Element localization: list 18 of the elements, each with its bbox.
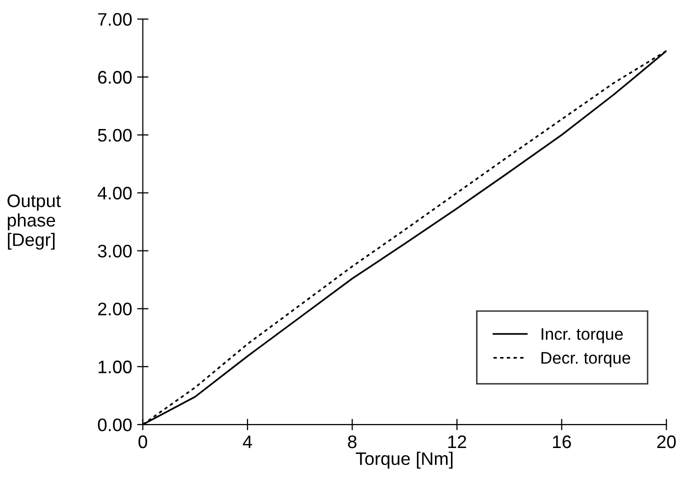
y-tick-label: 7.00: [98, 13, 132, 26]
x-tick-label: 4: [242, 436, 252, 448]
y-tick-label: 0.00: [98, 418, 132, 432]
x-tick-label: 20: [657, 435, 676, 448]
y-tick-label: 1.00: [98, 360, 132, 374]
x-tick-label: 16: [553, 435, 571, 448]
y-tick-label: 2.00: [98, 302, 132, 316]
y-tick-label: 3.00: [98, 244, 132, 258]
x-axis-title: Torque [Nm]: [356, 452, 452, 469]
y-tick-label: 6.00: [98, 70, 132, 84]
legend-label: Incr. torque: [542, 328, 623, 344]
x-tick-label: 0: [138, 435, 148, 448]
y-axis-title: Output phase [Degr]: [8, 194, 61, 250]
x-tick-label: 8: [348, 435, 356, 448]
y-tick-label: 5.00: [98, 128, 132, 142]
y-tick-label: 4.00: [98, 186, 132, 200]
x-tick-label: 12: [448, 435, 466, 448]
legend-label: Decr. torque: [542, 352, 630, 368]
